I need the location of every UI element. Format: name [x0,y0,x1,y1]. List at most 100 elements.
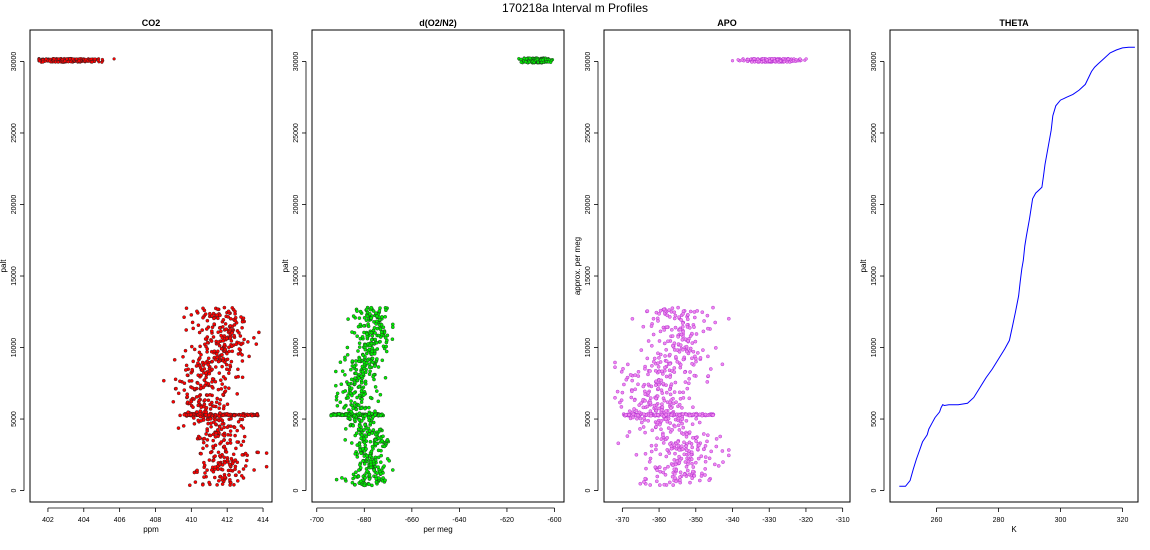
data-point [224,336,229,341]
x-tick-label: 404 [78,517,90,524]
y-tick-label: 10000 [11,338,18,358]
data-point [641,425,646,429]
data-point [240,325,244,330]
data-point [213,435,218,439]
data-point [219,440,224,444]
data-point [702,319,706,323]
data-point [176,426,181,430]
data-point [349,399,353,403]
data-point [668,315,672,319]
data-point [658,452,663,457]
data-point [63,59,67,63]
data-point [696,351,700,355]
data-point [373,385,378,389]
data-point [339,382,344,387]
data-point [684,464,689,469]
data-point [660,402,664,407]
data-point [664,374,669,379]
data-point [354,367,359,372]
x-axis-label: K [1011,525,1017,534]
data-point [661,381,666,386]
data-point [358,479,363,484]
data-point [204,327,209,331]
data-point [218,378,223,383]
data-point [387,458,392,463]
data-point [648,456,653,461]
lower-cluster [613,305,731,487]
plot-frame [889,29,1139,503]
data-point [663,368,667,373]
data-point [654,447,658,452]
x-tick-label: 412 [221,517,233,524]
data-point [659,437,664,441]
data-point [786,57,790,61]
data-point [208,402,212,407]
plot-frame [603,29,851,503]
data-point [210,380,214,384]
data-point [354,359,358,363]
data-point [343,389,348,393]
data-point [357,345,362,349]
data-point [370,349,374,354]
data-point [684,434,689,439]
data-point [384,349,389,354]
data-point [646,382,651,387]
data-point [683,370,687,375]
data-point [209,339,214,343]
data-point [703,459,708,464]
data-point [221,317,226,322]
data-point [228,429,233,433]
data-point [645,309,650,313]
data-point [373,331,377,335]
data-point [191,359,195,364]
data-point [663,472,668,477]
data-point [658,329,663,334]
data-point [685,386,690,391]
data-point [663,466,667,471]
data-point [217,406,221,411]
data-point [685,349,689,354]
data-point [250,413,254,418]
data-point [632,407,636,411]
data-point [736,58,740,62]
data-point [541,58,545,62]
data-point [202,378,207,382]
data-point [680,444,684,449]
data-point [44,57,48,61]
data-point [668,387,672,392]
data-point [693,354,697,359]
data-point [200,482,205,487]
data-point [343,427,348,431]
data-point [372,377,376,382]
data-point [677,448,682,452]
data-point [196,403,200,408]
data-point [364,361,369,365]
data-point [191,416,196,420]
data-point [192,421,197,426]
data-point [356,349,360,353]
data-point [217,371,222,375]
y-tick-label: 5000 [585,411,592,427]
data-point [354,431,359,436]
data-point [357,393,362,398]
data-point [206,356,211,361]
data-point [694,460,698,465]
data-point [770,57,774,61]
y-tick-label: 10000 [871,338,878,358]
data-point [207,480,211,485]
data-point [84,57,88,61]
data-point [368,454,373,458]
data-point [669,382,674,387]
data-point [670,474,675,479]
lower-cluster [161,305,269,488]
data-point [657,339,662,343]
data-point [219,387,224,391]
data-point [705,313,710,318]
data-point [759,60,764,64]
data-point [375,314,379,319]
data-point [655,468,659,473]
data-point [382,464,386,468]
data-point [686,312,690,317]
data-point [204,371,208,375]
data-point [359,380,364,385]
